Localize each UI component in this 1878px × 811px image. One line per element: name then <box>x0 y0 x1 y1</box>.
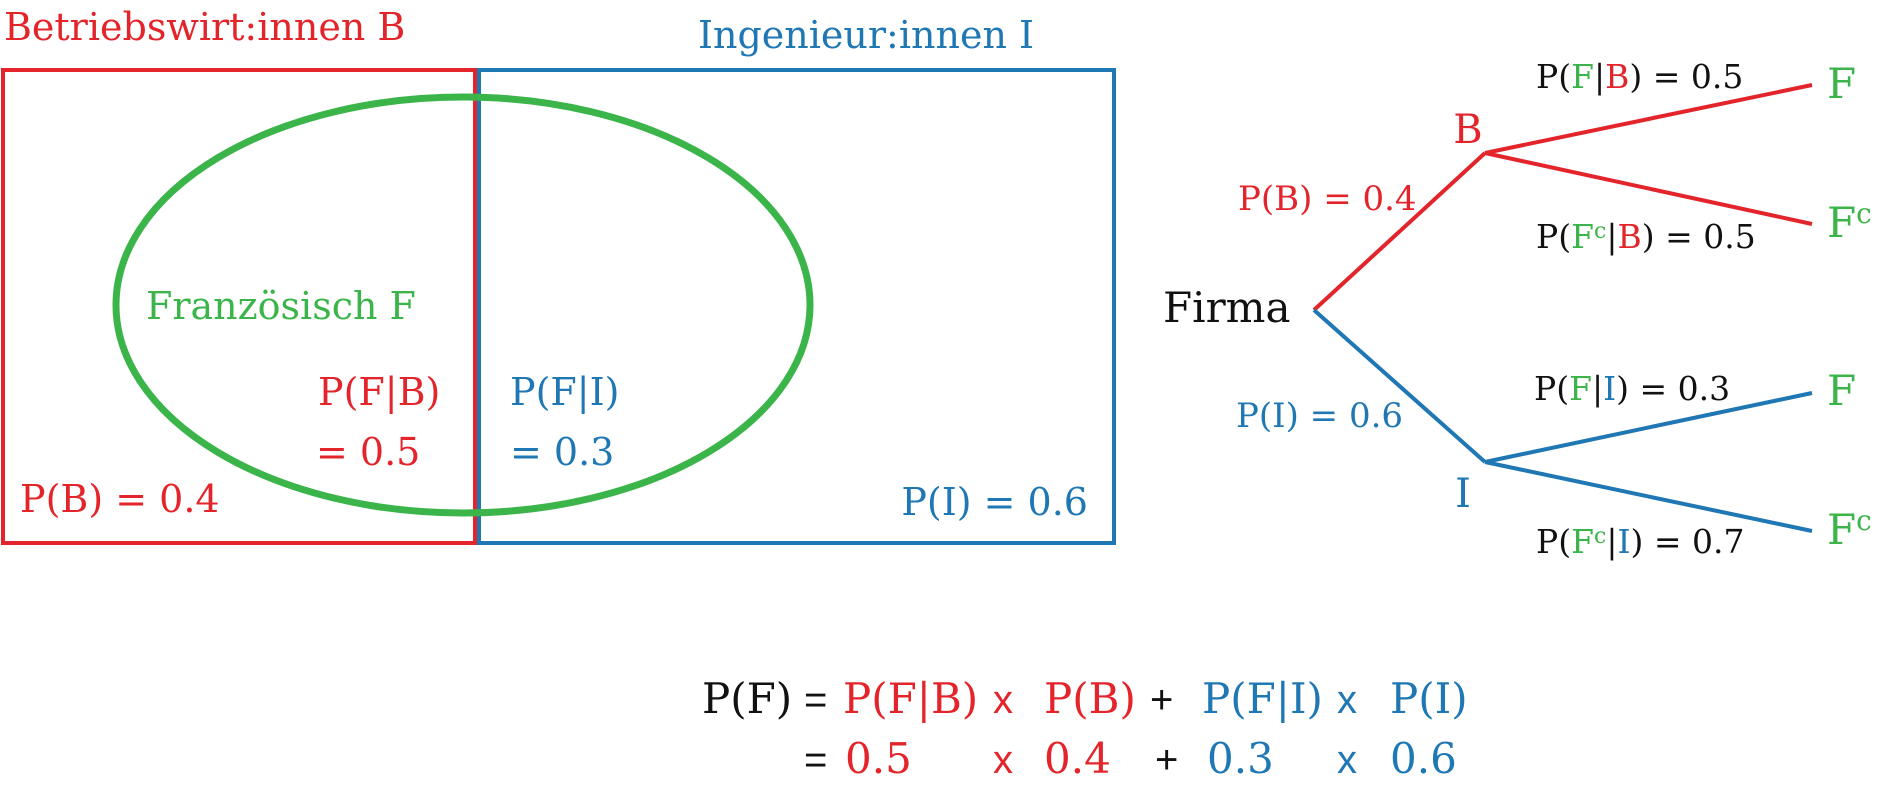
prob-f-given-i-bar: | <box>1592 369 1603 408</box>
edge-b-f <box>1484 83 1813 155</box>
prob-fc-given-i: P(Fc|I) = 0.7 <box>1536 522 1745 561</box>
tree-node-b: B <box>1453 107 1482 153</box>
formula-eq-1: = <box>804 678 827 722</box>
leaf-i-fc-sup: c <box>1856 504 1872 537</box>
edge-root-b <box>1312 151 1487 312</box>
set-i-rect <box>477 68 1116 545</box>
prob-f-given-b-f: F <box>1571 57 1594 96</box>
p-f-given-i-line1: P(F|I) <box>510 370 619 414</box>
prob-fc-given-i-value: ) = 0.7 <box>1631 522 1745 561</box>
leaf-i-fc-base: F <box>1827 505 1856 554</box>
leaf-b-fc: Fc <box>1827 197 1872 247</box>
set-b-label: Betriebswirt:innen B <box>4 5 405 49</box>
total-probability-formula: P(F) = P(F|B) x P(B) + P(F|I) x P(I) = 0… <box>702 674 1468 783</box>
prob-f-given-b: P(F|B) = 0.5 <box>1536 57 1743 96</box>
set-f-ellipse <box>112 93 814 517</box>
edge-b-fc <box>1484 151 1813 226</box>
formula-times-2: x <box>1337 678 1357 722</box>
tree-root: Firma <box>1163 283 1291 332</box>
formula-term-f-given-b: P(F|B) <box>843 674 978 723</box>
formula-plus-1: + <box>1150 678 1173 722</box>
p-i-label: P(I) = 0.6 <box>901 480 1088 524</box>
leaf-i-fc: Fc <box>1827 504 1872 554</box>
prob-f-given-i-f: F <box>1569 369 1592 408</box>
prob-fc-given-b-open: P( <box>1536 217 1571 256</box>
formula-term-i: P(I) <box>1390 674 1468 723</box>
leaf-b-fc-sup: c <box>1856 197 1872 230</box>
leaf-b-fc-base: F <box>1827 198 1856 247</box>
prob-f-given-i-open: P( <box>1534 369 1569 408</box>
p-f-given-b-line1: P(F|B) <box>318 370 440 414</box>
prob-fc-given-i-f: F <box>1571 522 1594 561</box>
formula-times-3: x <box>993 738 1013 782</box>
formula-val-3: 0.3 <box>1207 734 1274 783</box>
formula-eq-2: = <box>804 738 827 782</box>
p-b-label: P(B) = 0.4 <box>20 477 220 521</box>
prob-fc-given-b: P(Fc|B) = 0.5 <box>1536 217 1756 256</box>
leaf-i-f: F <box>1827 366 1856 415</box>
formula-term-f-given-i: P(F|I) <box>1202 674 1323 723</box>
prob-fc-given-b-bar: | <box>1606 217 1617 256</box>
formula-lhs: P(F) <box>702 674 792 723</box>
tree-node-i: I <box>1455 471 1471 517</box>
prob-fc-given-b-b: B <box>1617 217 1641 256</box>
prob-fc-given-b-value: ) = 0.5 <box>1642 217 1756 256</box>
prob-fc-given-i-i: I <box>1617 522 1630 561</box>
prob-fc-given-b-f: F <box>1571 217 1594 256</box>
prob-f-given-i-value: ) = 0.3 <box>1616 369 1730 408</box>
leaf-b-f: F <box>1827 59 1856 108</box>
prob-fc-given-i-open: P( <box>1536 522 1571 561</box>
prob-fc-given-i-c: c <box>1594 524 1606 549</box>
probability-tree: Firma B I P(B) = 0.4 P(I) = 0.6 F Fc F F… <box>1163 57 1872 561</box>
formula-plus-2: + <box>1155 738 1178 782</box>
prob-f-given-b-b: B <box>1605 57 1629 96</box>
formula-val-1: 0.5 <box>845 734 912 783</box>
p-f-given-b-line2: = 0.5 <box>316 430 420 474</box>
prob-f-given-b-open: P( <box>1536 57 1571 96</box>
formula-times-4: x <box>1337 738 1357 782</box>
prob-f-given-b-bar: | <box>1594 57 1605 96</box>
edge-i-label: P(I) = 0.6 <box>1236 396 1403 436</box>
prob-f-given-i: P(F|I) = 0.3 <box>1534 369 1730 408</box>
set-b-rect <box>1 68 477 545</box>
edge-root-i <box>1312 308 1487 464</box>
prob-fc-given-i-bar: | <box>1606 522 1617 561</box>
set-f-label: Französisch F <box>146 284 416 328</box>
prob-fc-given-b-c: c <box>1594 219 1606 244</box>
prob-f-given-i-i: I <box>1603 369 1616 408</box>
edge-i-fc <box>1484 460 1813 533</box>
prob-f-given-b-value: ) = 0.5 <box>1629 57 1743 96</box>
formula-times-1: x <box>993 678 1013 722</box>
p-f-given-i-line2: = 0.3 <box>510 430 614 474</box>
venn-diagram: Betriebswirt:innen B Ingenieur:innen I F… <box>1 5 1116 545</box>
formula-term-b: P(B) <box>1044 674 1136 723</box>
formula-val-4: 0.6 <box>1390 734 1457 783</box>
edge-i-f <box>1484 391 1813 464</box>
formula-val-2: 0.4 <box>1044 734 1111 783</box>
set-i-label: Ingenieur:innen I <box>698 13 1034 57</box>
edge-b-label: P(B) = 0.4 <box>1238 179 1417 219</box>
